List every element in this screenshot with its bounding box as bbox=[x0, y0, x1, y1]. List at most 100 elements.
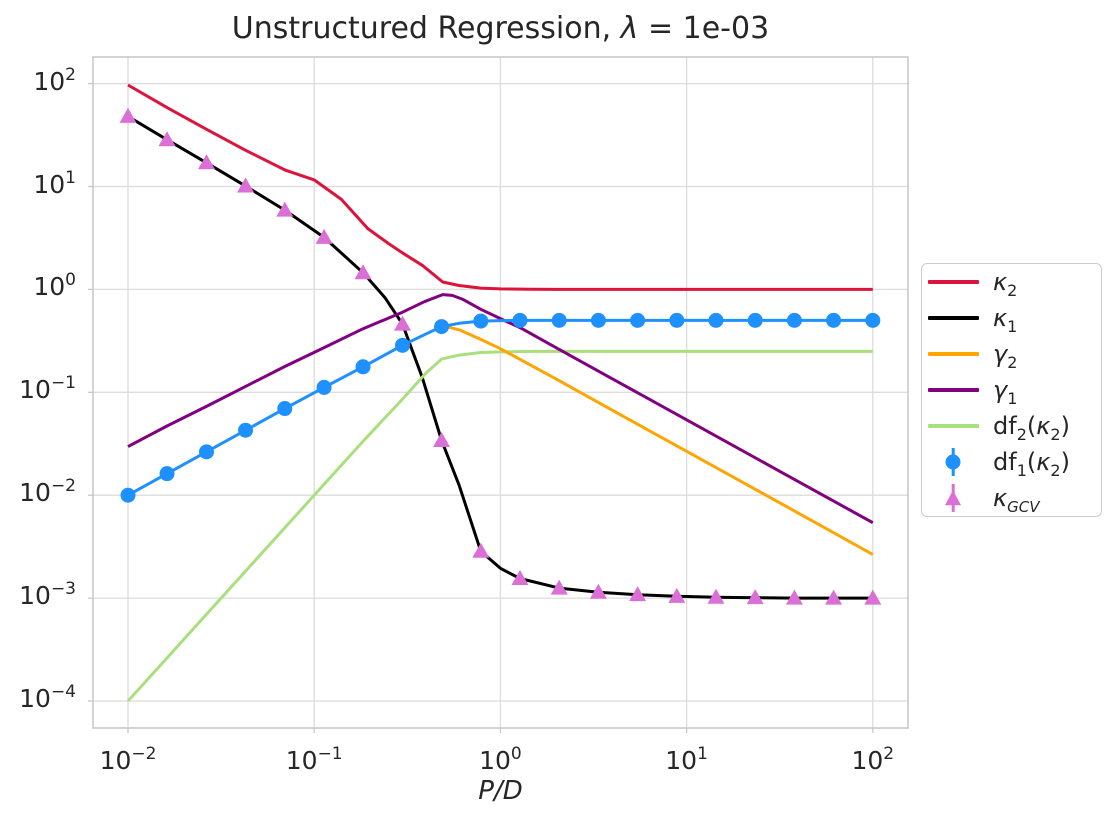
text-part: κ bbox=[1036, 448, 1051, 476]
series-kappa_gcv-marker bbox=[433, 432, 451, 448]
series-df1-marker bbox=[238, 422, 254, 438]
series-df1-marker bbox=[394, 337, 410, 353]
series-df1-marker bbox=[865, 312, 881, 328]
legend-box: κ2 κ1 γ2 γ1 df2(κ2) df1(κ2) κGCV bbox=[921, 263, 1102, 517]
text-part: κ bbox=[1036, 412, 1051, 440]
tick-text: 102 bbox=[33, 64, 76, 96]
legend-item-df2: df2(κ2) bbox=[922, 408, 1101, 444]
text-part: Unstructured Regression, bbox=[231, 11, 621, 46]
x-tick-label: 10−1 bbox=[269, 744, 359, 775]
series-kappa_gcv-marker bbox=[315, 228, 333, 244]
y-tick-label: 10−2 bbox=[0, 476, 76, 508]
series-kappa_gcv-marker bbox=[825, 589, 843, 605]
series-kappa_gcv-marker bbox=[393, 315, 411, 331]
tick-text: 100 bbox=[33, 270, 76, 302]
series-kappa_gcv-marker bbox=[472, 542, 490, 558]
line-swatch bbox=[927, 424, 979, 428]
legend-item-df1: df1(κ2) bbox=[922, 444, 1101, 480]
series-df1-marker bbox=[708, 312, 724, 328]
legend-label: κ1 bbox=[993, 304, 1017, 336]
tick-text: 102 bbox=[851, 744, 895, 775]
legend-item-gamma1: γ1 bbox=[922, 372, 1101, 408]
text-part: κ bbox=[993, 484, 1008, 512]
y-tick-label: 10−3 bbox=[0, 579, 76, 611]
line-swatch bbox=[927, 352, 979, 356]
legend-label: γ2 bbox=[993, 340, 1017, 372]
series-kappa_gcv-marker bbox=[511, 570, 529, 586]
tick-text: 101 bbox=[33, 167, 76, 199]
y-tick-label: 10−1 bbox=[0, 373, 76, 404]
legend-line-swatch-icon bbox=[922, 352, 984, 356]
series-kappa_gcv-marker bbox=[864, 589, 882, 605]
series-kappa_gcv-marker bbox=[354, 264, 372, 280]
series-kappa_gcv-marker bbox=[629, 586, 647, 602]
text-part: ( bbox=[1026, 448, 1037, 476]
legend-label: df1(κ2) bbox=[993, 448, 1070, 480]
line-swatch bbox=[927, 280, 979, 284]
legend-label: κ2 bbox=[993, 268, 1017, 300]
series-df1-marker bbox=[630, 312, 646, 328]
series-kappa_gcv-marker bbox=[589, 583, 607, 599]
series-df1-marker bbox=[199, 444, 215, 460]
text-part: 1 bbox=[1016, 461, 1027, 480]
series-df1-marker bbox=[826, 312, 842, 328]
axes-frame bbox=[92, 56, 909, 729]
legend-line-swatch-icon bbox=[922, 388, 984, 392]
tick-text: 10−2 bbox=[19, 476, 76, 508]
tick-text: 10−4 bbox=[19, 682, 76, 713]
line-swatch bbox=[927, 388, 979, 392]
series-df1-marker bbox=[473, 313, 489, 329]
series-kappa1-line bbox=[127, 115, 873, 600]
text-part: 2 bbox=[1007, 281, 1018, 300]
series-kappa_gcv-marker bbox=[276, 201, 294, 217]
text-part: 1 bbox=[1007, 389, 1018, 408]
legend-triangle-marker-icon bbox=[922, 483, 984, 513]
text-part: ) bbox=[1060, 412, 1070, 440]
series-df1-marker bbox=[434, 319, 450, 335]
circle-marker bbox=[945, 454, 961, 470]
text-part: κ bbox=[993, 304, 1008, 332]
series-kappa_gcv-marker bbox=[119, 107, 137, 123]
text-part: 2 bbox=[1007, 353, 1018, 372]
text-part: 1 bbox=[1007, 317, 1018, 336]
y-tick-label: 101 bbox=[0, 167, 76, 199]
triangle-marker bbox=[945, 490, 961, 506]
series-df1-marker bbox=[316, 379, 332, 395]
tick-text: 100 bbox=[479, 744, 522, 775]
series-kappa_gcv-marker bbox=[707, 588, 725, 604]
series-gamma2-line bbox=[435, 322, 874, 556]
text-part: γ bbox=[993, 376, 1008, 404]
series-df1-marker bbox=[669, 312, 685, 328]
x-tick-label: 101 bbox=[642, 744, 732, 775]
series-kappa_gcv-marker bbox=[746, 589, 764, 605]
text-part: df bbox=[993, 412, 1017, 440]
chart-title: Unstructured Regression, λ = 1e-03 bbox=[93, 11, 908, 46]
x-tick-label: 10−2 bbox=[83, 744, 173, 775]
series-df2-line bbox=[126, 349, 873, 703]
text-part: 2 bbox=[1050, 461, 1061, 480]
text-part: 2 bbox=[1050, 425, 1061, 444]
text-part: ( bbox=[1026, 412, 1037, 440]
series-df1-marker bbox=[590, 312, 606, 328]
y-tick-label: 102 bbox=[0, 64, 76, 96]
tick-text: 10−1 bbox=[285, 744, 343, 775]
legend-item-kappa_gcv: κGCV bbox=[922, 480, 1101, 516]
tick-text: 101 bbox=[665, 744, 708, 775]
y-tick-label: 100 bbox=[0, 270, 76, 302]
series-kappa_gcv-marker bbox=[158, 131, 176, 147]
series-df1-marker bbox=[551, 312, 567, 328]
line-swatch bbox=[927, 316, 979, 320]
marker-glyph bbox=[944, 483, 962, 513]
series-df1-marker bbox=[747, 312, 763, 328]
legend-line-swatch-icon bbox=[922, 316, 984, 320]
series-kappa_gcv-marker bbox=[198, 154, 216, 170]
series-df1-marker bbox=[277, 401, 293, 417]
x-axis-label: P/D bbox=[93, 776, 908, 806]
series-df1-marker bbox=[786, 312, 802, 328]
series-gamma1-line bbox=[127, 293, 874, 525]
text-part: λ bbox=[620, 11, 639, 46]
legend-label: γ1 bbox=[993, 376, 1017, 408]
tick-text: 10−3 bbox=[19, 579, 76, 611]
